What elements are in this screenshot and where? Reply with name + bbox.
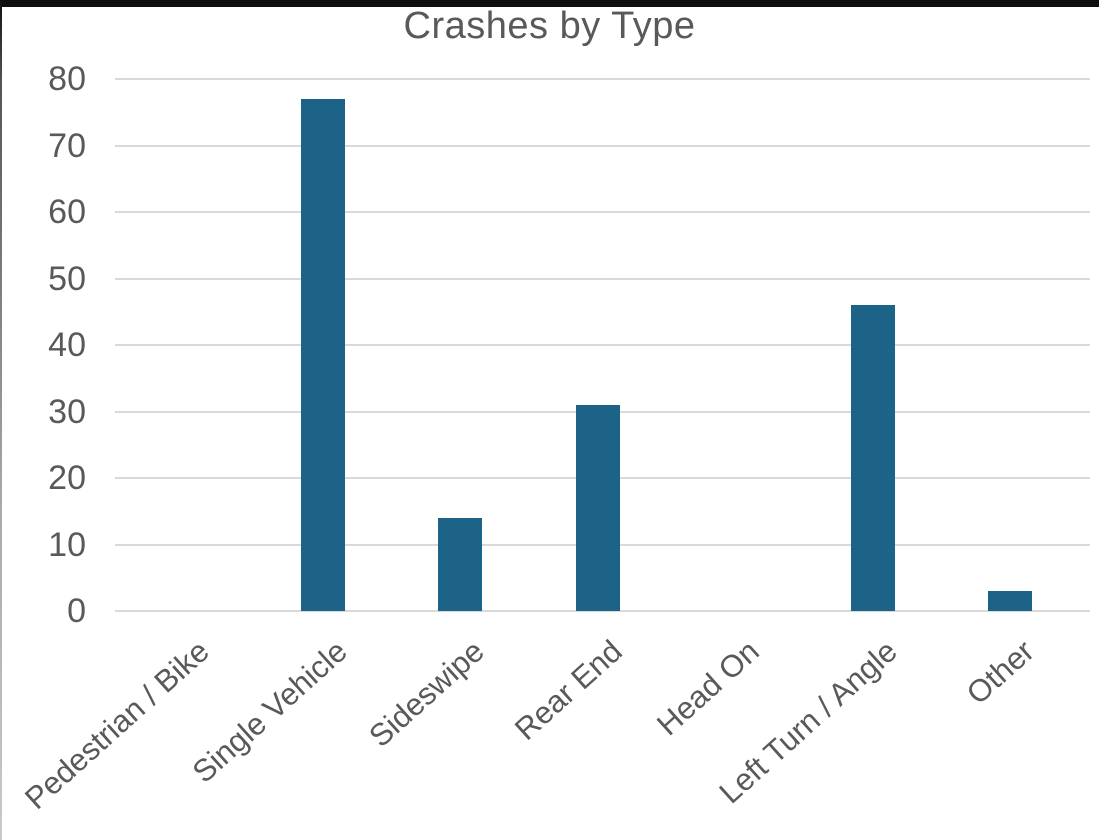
bar-rear-end	[575, 405, 620, 611]
y-tick-label-0: 0	[67, 592, 86, 630]
plot-area	[115, 78, 1090, 612]
x-tick-label-other: Other	[960, 633, 1042, 712]
bar-single-vehicle	[300, 99, 345, 611]
y-tick-label-60: 60	[48, 193, 86, 231]
y-tick-label-30: 30	[48, 392, 86, 431]
screenshot-left-border	[0, 0, 2, 840]
gridline-y-70	[115, 144, 1090, 147]
y-tick-label-70: 70	[48, 126, 86, 165]
x-tick-label-rear-end: Rear End	[507, 633, 629, 747]
y-tick-label-20: 20	[48, 459, 86, 497]
bar-other	[988, 591, 1033, 611]
y-tick-label-50: 50	[48, 259, 86, 298]
y-tick-label-80: 80	[48, 60, 86, 98]
gridline-y-40	[115, 344, 1090, 346]
y-tick-label-40: 40	[48, 326, 86, 364]
bar-left-turn-angle	[850, 305, 895, 611]
x-tick-label-head-on: Head On	[650, 633, 767, 743]
gridline-y-50	[115, 277, 1090, 280]
screenshot-top-border	[0, 0, 1099, 7]
chart-title: Crashes by Type	[403, 5, 696, 47]
x-tick-label-sideswipe: Sideswipe	[362, 633, 491, 754]
gridline-y-0	[115, 610, 1090, 612]
bar-sideswipe	[438, 518, 483, 611]
gridline-y-80	[115, 78, 1090, 80]
gridline-y-60	[115, 211, 1090, 213]
y-tick-label-10: 10	[48, 525, 86, 564]
x-tick-label-pedestrian-bike: Pedestrian / Bike	[18, 633, 216, 817]
